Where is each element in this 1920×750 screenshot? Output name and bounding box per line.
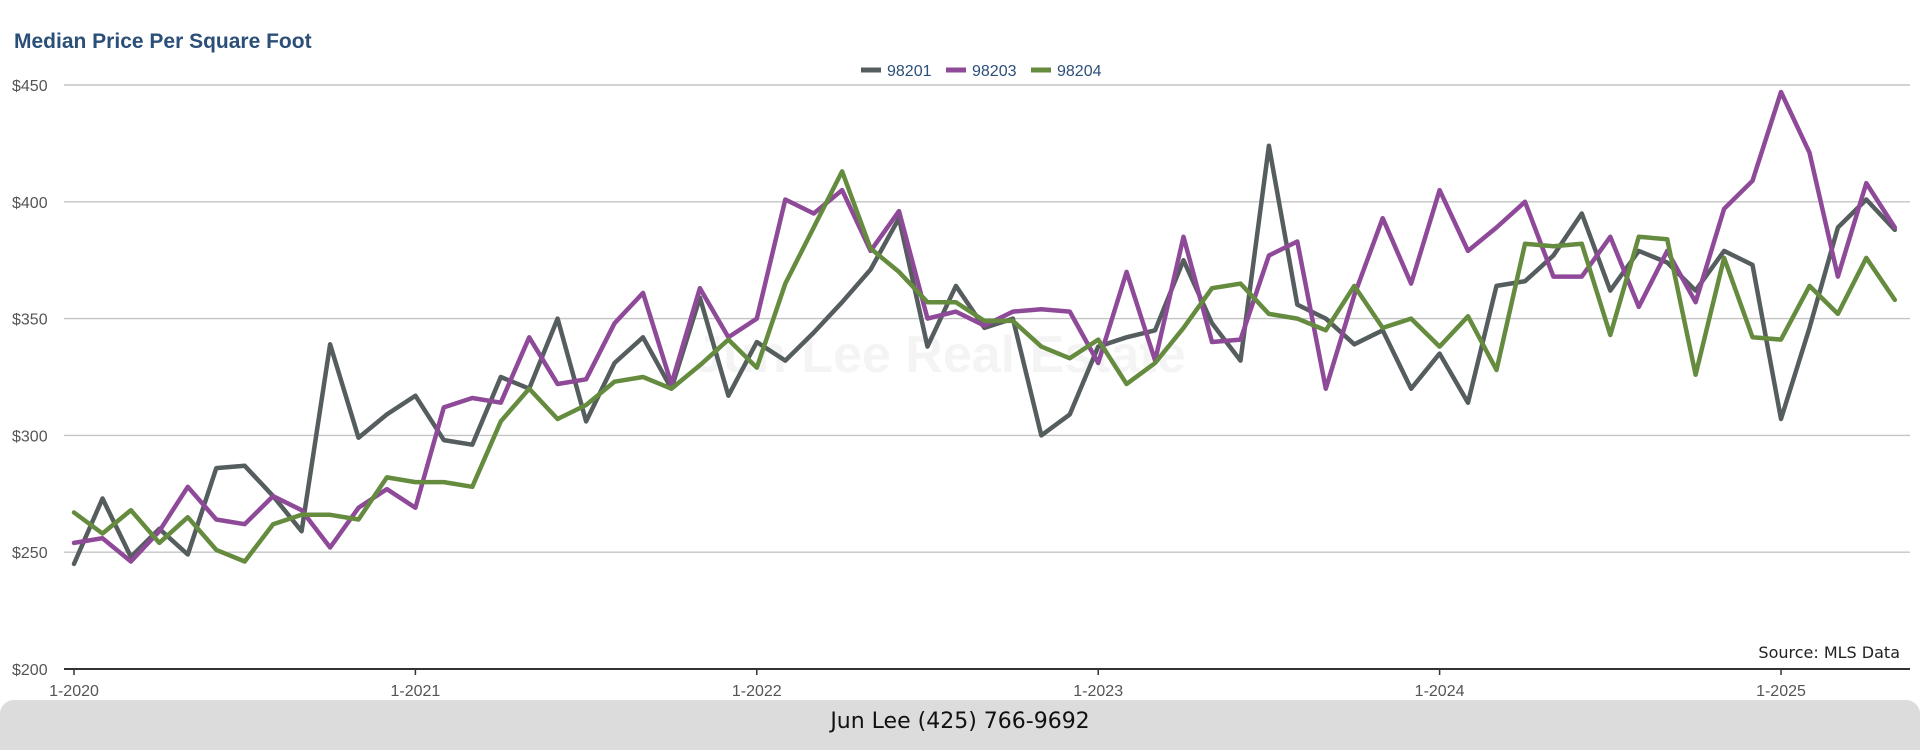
footer-contact: Jun Lee (425) 766-9692 <box>830 709 1090 734</box>
footer-bar: Jun Lee (425) 766-9692 <box>0 700 1920 750</box>
y-tick-label: $400 <box>12 195 48 212</box>
source-note: Source: MLS Data <box>1758 643 1900 662</box>
series-lines <box>71 89 1898 567</box>
x-tick-label: 1-2022 <box>732 683 782 700</box>
legend-label-98203: 98203 <box>972 63 1017 80</box>
x-tick-label: 1-2024 <box>1415 683 1465 700</box>
x-tick-label: 1-2025 <box>1756 683 1806 700</box>
legend-label-98201: 98201 <box>887 63 932 80</box>
axes: $200 $250 $300 $350 $400 $450 1-2020 1-2021 1-20… <box>12 78 1910 700</box>
y-tick-label: $450 <box>12 78 48 95</box>
x-tick-label: 1-2020 <box>49 683 99 700</box>
y-tick-label: $250 <box>12 545 48 562</box>
y-tick-label: $200 <box>12 662 48 679</box>
line-chart: Jun Lee Real Estate $200$250$300$350$400… <box>12 63 1910 700</box>
y-tick-label: $350 <box>12 312 48 329</box>
series-line-98203 <box>71 89 1898 564</box>
y-tick-label: $300 <box>12 428 48 445</box>
series-line-98204 <box>71 169 1898 564</box>
legend: 98201 98203 98204 <box>861 63 1102 80</box>
series-line-98201 <box>71 143 1898 567</box>
chart-title: Median Price Per Square Foot <box>14 30 312 53</box>
gridlines <box>64 84 1910 553</box>
x-tick-label: 1-2023 <box>1073 683 1123 700</box>
legend-label-98204: 98204 <box>1057 63 1102 80</box>
x-tick-label: 1-2021 <box>390 683 440 700</box>
